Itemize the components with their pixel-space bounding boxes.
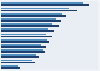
Bar xyxy=(1,23,52,25)
Bar xyxy=(1,8,69,9)
Bar xyxy=(1,49,43,51)
Bar xyxy=(1,15,66,17)
Bar xyxy=(1,51,45,53)
Bar xyxy=(1,34,46,35)
Bar xyxy=(1,67,20,69)
Bar xyxy=(1,39,47,41)
Bar xyxy=(1,46,46,48)
Bar xyxy=(1,36,52,37)
Bar xyxy=(1,25,59,27)
Bar xyxy=(1,62,35,63)
Bar xyxy=(1,2,83,4)
Bar xyxy=(1,41,49,43)
Bar xyxy=(1,20,61,22)
Bar xyxy=(1,44,40,46)
Bar xyxy=(1,54,36,56)
Bar xyxy=(1,18,56,20)
Bar xyxy=(1,13,62,15)
Bar xyxy=(1,65,18,67)
Bar xyxy=(1,28,48,30)
Bar xyxy=(1,30,54,32)
Bar xyxy=(1,10,77,11)
Bar xyxy=(1,60,32,61)
Bar xyxy=(1,56,39,58)
Bar xyxy=(1,4,89,6)
